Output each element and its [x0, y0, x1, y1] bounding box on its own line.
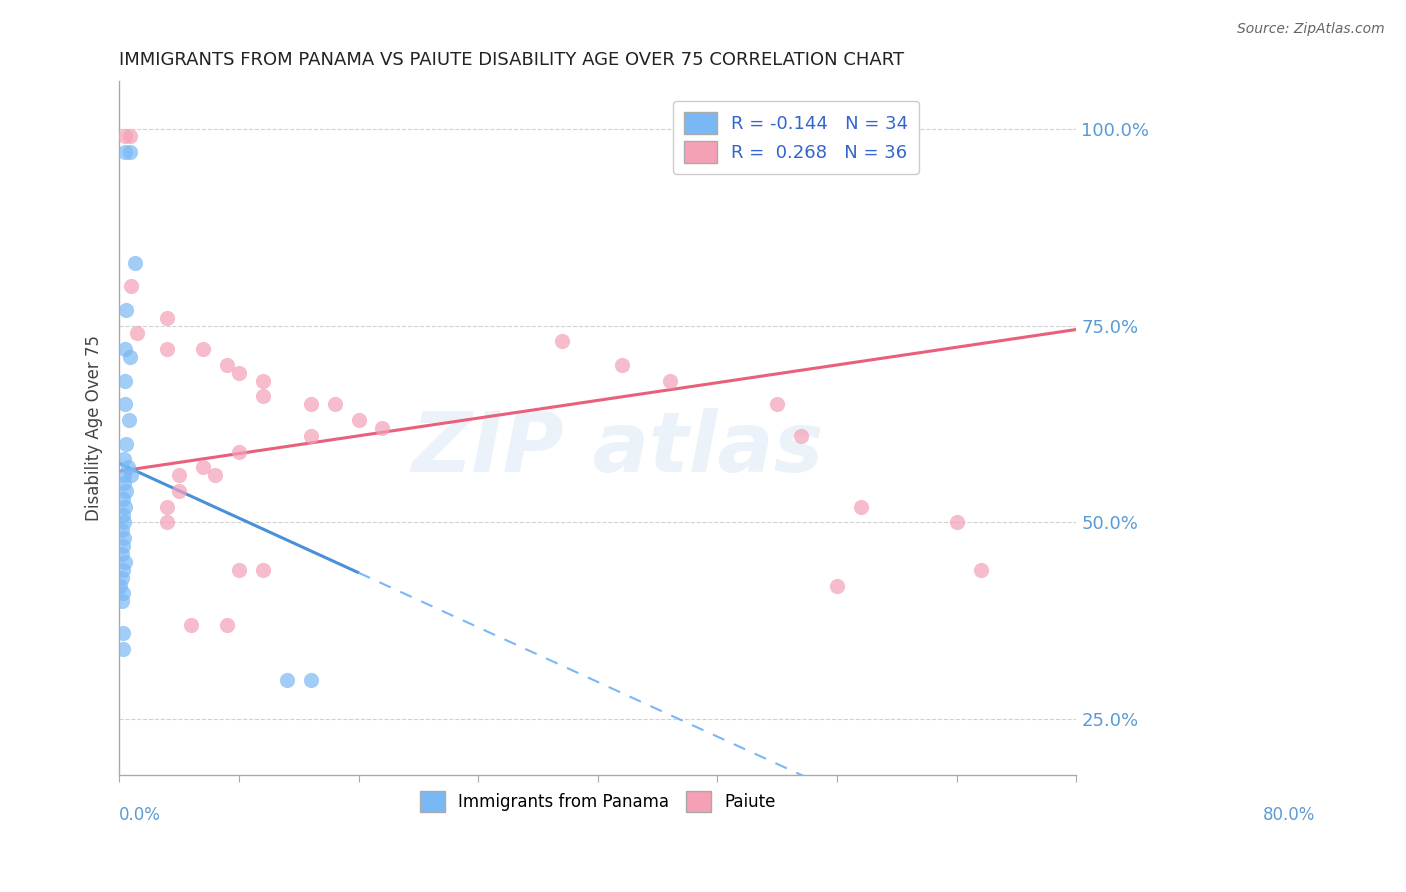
Text: IMMIGRANTS FROM PANAMA VS PAIUTE DISABILITY AGE OVER 75 CORRELATION CHART: IMMIGRANTS FROM PANAMA VS PAIUTE DISABIL…: [120, 51, 904, 69]
Point: [111, 563, 134, 577]
Point: [115, 436, 138, 450]
Point: [610, 358, 633, 372]
Point: [156, 516, 179, 530]
Point: [167, 483, 190, 498]
Point: [215, 618, 238, 632]
Point: [191, 460, 214, 475]
Point: [114, 397, 136, 411]
Point: [118, 413, 141, 427]
Point: [766, 397, 789, 411]
Point: [111, 641, 134, 656]
Point: [347, 413, 370, 427]
Text: ZIP atlas: ZIP atlas: [411, 409, 823, 489]
Point: [215, 358, 238, 372]
Point: [114, 129, 136, 144]
Point: [276, 673, 298, 687]
Point: [111, 491, 134, 506]
Point: [115, 302, 138, 317]
Point: [658, 374, 681, 388]
Point: [204, 468, 226, 483]
Point: [127, 326, 149, 341]
Text: 0.0%: 0.0%: [120, 805, 162, 824]
Point: [112, 452, 135, 467]
Point: [252, 374, 274, 388]
Point: [112, 516, 135, 530]
Point: [299, 397, 322, 411]
Point: [114, 500, 136, 514]
Point: [114, 342, 136, 356]
Point: [252, 563, 274, 577]
Point: [111, 508, 134, 522]
Point: [110, 578, 132, 592]
Point: [111, 586, 134, 600]
Point: [167, 468, 190, 483]
Point: [156, 500, 179, 514]
Point: [111, 571, 134, 585]
Point: [124, 255, 146, 269]
Point: [299, 429, 322, 443]
Point: [114, 374, 136, 388]
Point: [115, 483, 138, 498]
Point: [228, 563, 250, 577]
Point: [790, 429, 813, 443]
Point: [111, 539, 134, 553]
Point: [551, 334, 574, 349]
Point: [120, 468, 142, 483]
Legend: Immigrants from Panama, Paiute: Immigrants from Panama, Paiute: [413, 785, 782, 818]
Point: [970, 563, 993, 577]
Point: [111, 547, 134, 561]
Point: [180, 618, 202, 632]
Point: [228, 444, 250, 458]
Text: Source: ZipAtlas.com: Source: ZipAtlas.com: [1237, 22, 1385, 37]
Point: [323, 397, 346, 411]
Point: [118, 129, 141, 144]
Point: [849, 500, 872, 514]
Y-axis label: Disability Age Over 75: Disability Age Over 75: [86, 335, 103, 521]
Point: [191, 342, 214, 356]
Point: [371, 421, 394, 435]
Point: [111, 625, 134, 640]
Point: [945, 516, 967, 530]
Point: [825, 578, 848, 592]
Point: [112, 476, 135, 491]
Point: [120, 279, 142, 293]
Point: [118, 145, 141, 160]
Point: [118, 350, 141, 364]
Point: [111, 524, 134, 538]
Point: [228, 366, 250, 380]
Point: [252, 389, 274, 403]
Point: [111, 594, 134, 608]
Point: [112, 468, 135, 483]
Point: [299, 673, 322, 687]
Text: 80.0%: 80.0%: [1264, 805, 1316, 824]
Point: [117, 460, 139, 475]
Point: [114, 555, 136, 569]
Point: [112, 531, 135, 545]
Point: [156, 310, 179, 325]
Point: [156, 342, 179, 356]
Point: [114, 145, 136, 160]
